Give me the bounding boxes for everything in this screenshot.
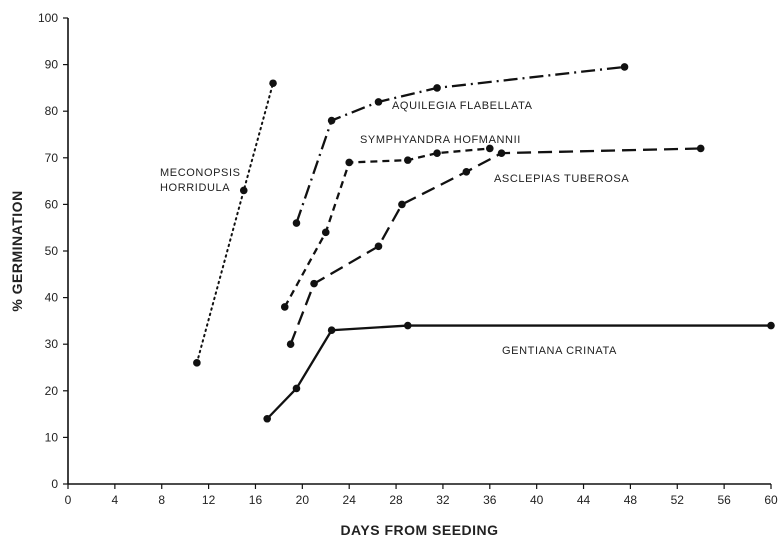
series-aquilegia-flabellata — [292, 63, 629, 227]
series-label: HORRIDULA — [160, 182, 230, 194]
data-point — [620, 63, 629, 71]
series-gentiana-crinata — [263, 321, 775, 423]
series-asclepias-tuberosa — [286, 144, 705, 349]
x-tick-label: 20 — [296, 493, 310, 507]
data-point — [462, 167, 471, 176]
series-labels: MECONOPSIS HORRIDULA AQUILEGIA FLABELLATA S… — [160, 100, 629, 357]
y-tick-label: 40 — [45, 291, 59, 305]
x-tick-label: 32 — [436, 493, 450, 507]
x-tick-label: 36 — [483, 493, 497, 507]
series-symphyandra-hofmannii — [280, 144, 494, 311]
data-point — [280, 303, 289, 311]
series-label: ASCLEPIAS TUBEROSA — [494, 173, 629, 185]
data-point — [239, 186, 248, 195]
data-point — [486, 144, 494, 153]
x-tick-label: 52 — [671, 493, 685, 507]
data-point — [433, 84, 441, 92]
x-tick-label: 4 — [112, 493, 119, 507]
data-point — [269, 79, 277, 88]
data-point — [374, 242, 383, 251]
data-point — [292, 384, 301, 393]
x-tick-label: 40 — [530, 493, 544, 507]
series-line — [283, 147, 490, 308]
data-point — [345, 158, 354, 167]
data-point — [327, 326, 336, 335]
y-tick-label: 10 — [45, 430, 59, 444]
x-tick-label: 0 — [65, 493, 72, 507]
data-point — [292, 219, 301, 227]
y-tick-label: 100 — [38, 11, 58, 25]
data-point — [497, 149, 506, 157]
plot-area: 0 4 8 12 16 20 24 28 32 36 40 44 48 52 56 60 0102030405… — [38, 11, 778, 507]
y-tick-label: 30 — [45, 337, 59, 351]
y-axis-title: % GERMINATION — [9, 190, 25, 311]
y-tick-label: 50 — [45, 244, 59, 258]
data-point — [767, 321, 775, 330]
data-point — [321, 228, 330, 237]
data-point — [403, 156, 412, 164]
data-point — [433, 149, 441, 157]
x-tick-label: 48 — [624, 493, 638, 507]
x-axis-title: DAYS FROM SEEDING — [340, 522, 498, 538]
series-line — [195, 82, 275, 364]
series-line — [266, 324, 771, 420]
x-axis-ticks: 0 4 8 12 16 20 24 28 32 36 40 44 48 52 56 60 — [65, 484, 778, 507]
x-tick-label: 60 — [764, 493, 778, 507]
y-tick-label: 90 — [45, 58, 59, 72]
x-tick-label: 24 — [343, 493, 357, 507]
series-label: GENTIANA CRINATA — [502, 345, 617, 357]
series-meconopsis-horridula — [193, 79, 277, 367]
data-point — [403, 321, 412, 330]
x-tick-label: 44 — [577, 493, 591, 507]
series-label: SYMPHYANDRA HOFMANNII — [360, 134, 521, 146]
x-tick-label: 8 — [158, 493, 165, 507]
y-tick-label: 70 — [45, 151, 59, 165]
data-point — [696, 144, 705, 153]
data-point — [374, 98, 383, 106]
y-tick-label: 80 — [45, 104, 59, 118]
series-label: AQUILEGIA FLABELLATA — [392, 100, 533, 112]
y-tick-label: 60 — [45, 197, 59, 211]
data-point — [263, 414, 271, 423]
y-axis-ticks: 0 10 20 30 40 50 60 70 80 90 100 — [38, 11, 68, 491]
series-layer — [193, 63, 775, 423]
data-point — [310, 279, 318, 288]
x-tick-label: 12 — [202, 493, 216, 507]
data-point — [193, 359, 201, 367]
data-point — [286, 340, 295, 349]
data-point — [327, 116, 336, 125]
x-tick-label: 16 — [249, 493, 263, 507]
data-point — [398, 200, 406, 209]
x-tick-label: 28 — [389, 493, 403, 507]
y-tick-label: 0 — [51, 477, 58, 491]
series-label: MECONOPSIS — [160, 167, 241, 179]
y-tick-label: 20 — [45, 384, 59, 398]
x-tick-label: 56 — [717, 493, 731, 507]
